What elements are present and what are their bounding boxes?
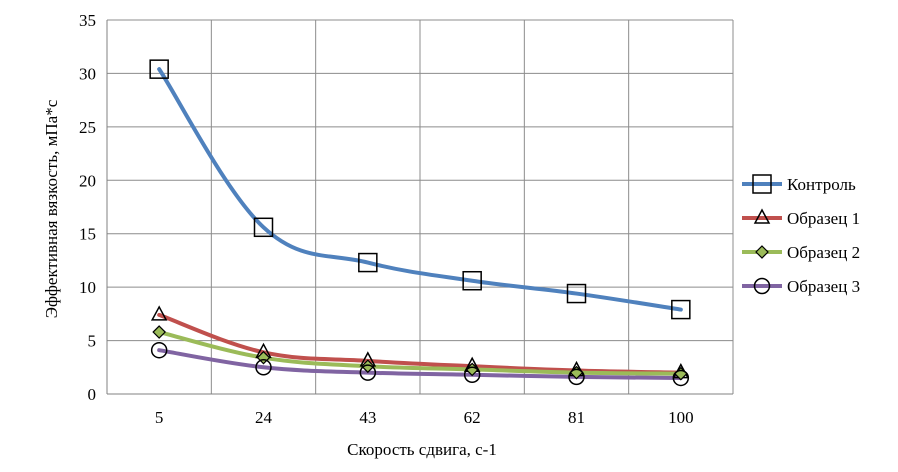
data-point-series4-4 <box>463 366 481 384</box>
data-point-series1-5 <box>566 283 587 304</box>
legend-label-1: Контроль <box>787 175 856 194</box>
series-line-2 <box>157 312 683 375</box>
data-point-series2-1 <box>150 305 168 321</box>
legend-label-3: Образец 2 <box>787 243 860 262</box>
y-tick-label: 25 <box>79 118 96 137</box>
x-tick-label: 24 <box>255 408 273 427</box>
data-point-series4-2 <box>255 359 272 376</box>
axes: 0 5 10 15 20 25 30 35 5 24 43 62 81 100 <box>79 11 733 427</box>
y-tick-label: 0 <box>88 385 97 404</box>
x-axis-title: Скорость сдвига, с-1 <box>347 440 497 459</box>
data-point-series4-5 <box>568 368 585 386</box>
series-markers <box>149 59 691 387</box>
gridlines <box>106 19 734 394</box>
data-point-series1-3 <box>358 252 378 273</box>
series-lines <box>157 67 683 380</box>
y-tick-label: 20 <box>79 171 96 190</box>
data-point-series1-2 <box>253 217 274 238</box>
x-tick-label: 81 <box>568 408 585 427</box>
data-point-series1-6 <box>671 299 691 320</box>
legend-marker-2 <box>753 208 771 224</box>
legend-label-4: Образец 3 <box>787 277 860 296</box>
series-line-3 <box>157 330 683 376</box>
x-tick-label: 43 <box>359 408 376 427</box>
x-tick-label: 62 <box>464 408 481 427</box>
data-point-series1-4 <box>462 270 482 291</box>
y-axis-title: Эффективная вязкость, мПа*с <box>42 99 61 318</box>
y-tick-label: 10 <box>79 278 96 297</box>
y-tick-label: 30 <box>79 64 96 83</box>
y-tick-label: 35 <box>79 11 96 30</box>
legend-marker-4 <box>753 277 771 295</box>
series-line-4 <box>157 348 683 380</box>
legend-marker-1 <box>752 174 772 194</box>
y-tick-label: 5 <box>88 332 97 351</box>
data-point-series4-6 <box>672 369 690 387</box>
x-tick-label: 100 <box>668 408 694 427</box>
legend-marker-3 <box>755 245 769 259</box>
x-tick-label: 5 <box>155 408 164 427</box>
series-line-1 <box>157 67 683 312</box>
data-point-series3-3 <box>360 359 375 374</box>
data-point-series3-4 <box>465 362 480 377</box>
data-point-series4-3 <box>359 364 377 381</box>
data-point-series1-1 <box>149 59 169 79</box>
legend-label-2: Образец 1 <box>787 209 860 228</box>
data-point-series3-1 <box>152 325 167 339</box>
y-tick-label: 15 <box>79 225 96 244</box>
legend: Контроль Образец 1 Образец 2 Образец 3 <box>742 174 860 296</box>
data-point-series4-1 <box>150 341 168 359</box>
